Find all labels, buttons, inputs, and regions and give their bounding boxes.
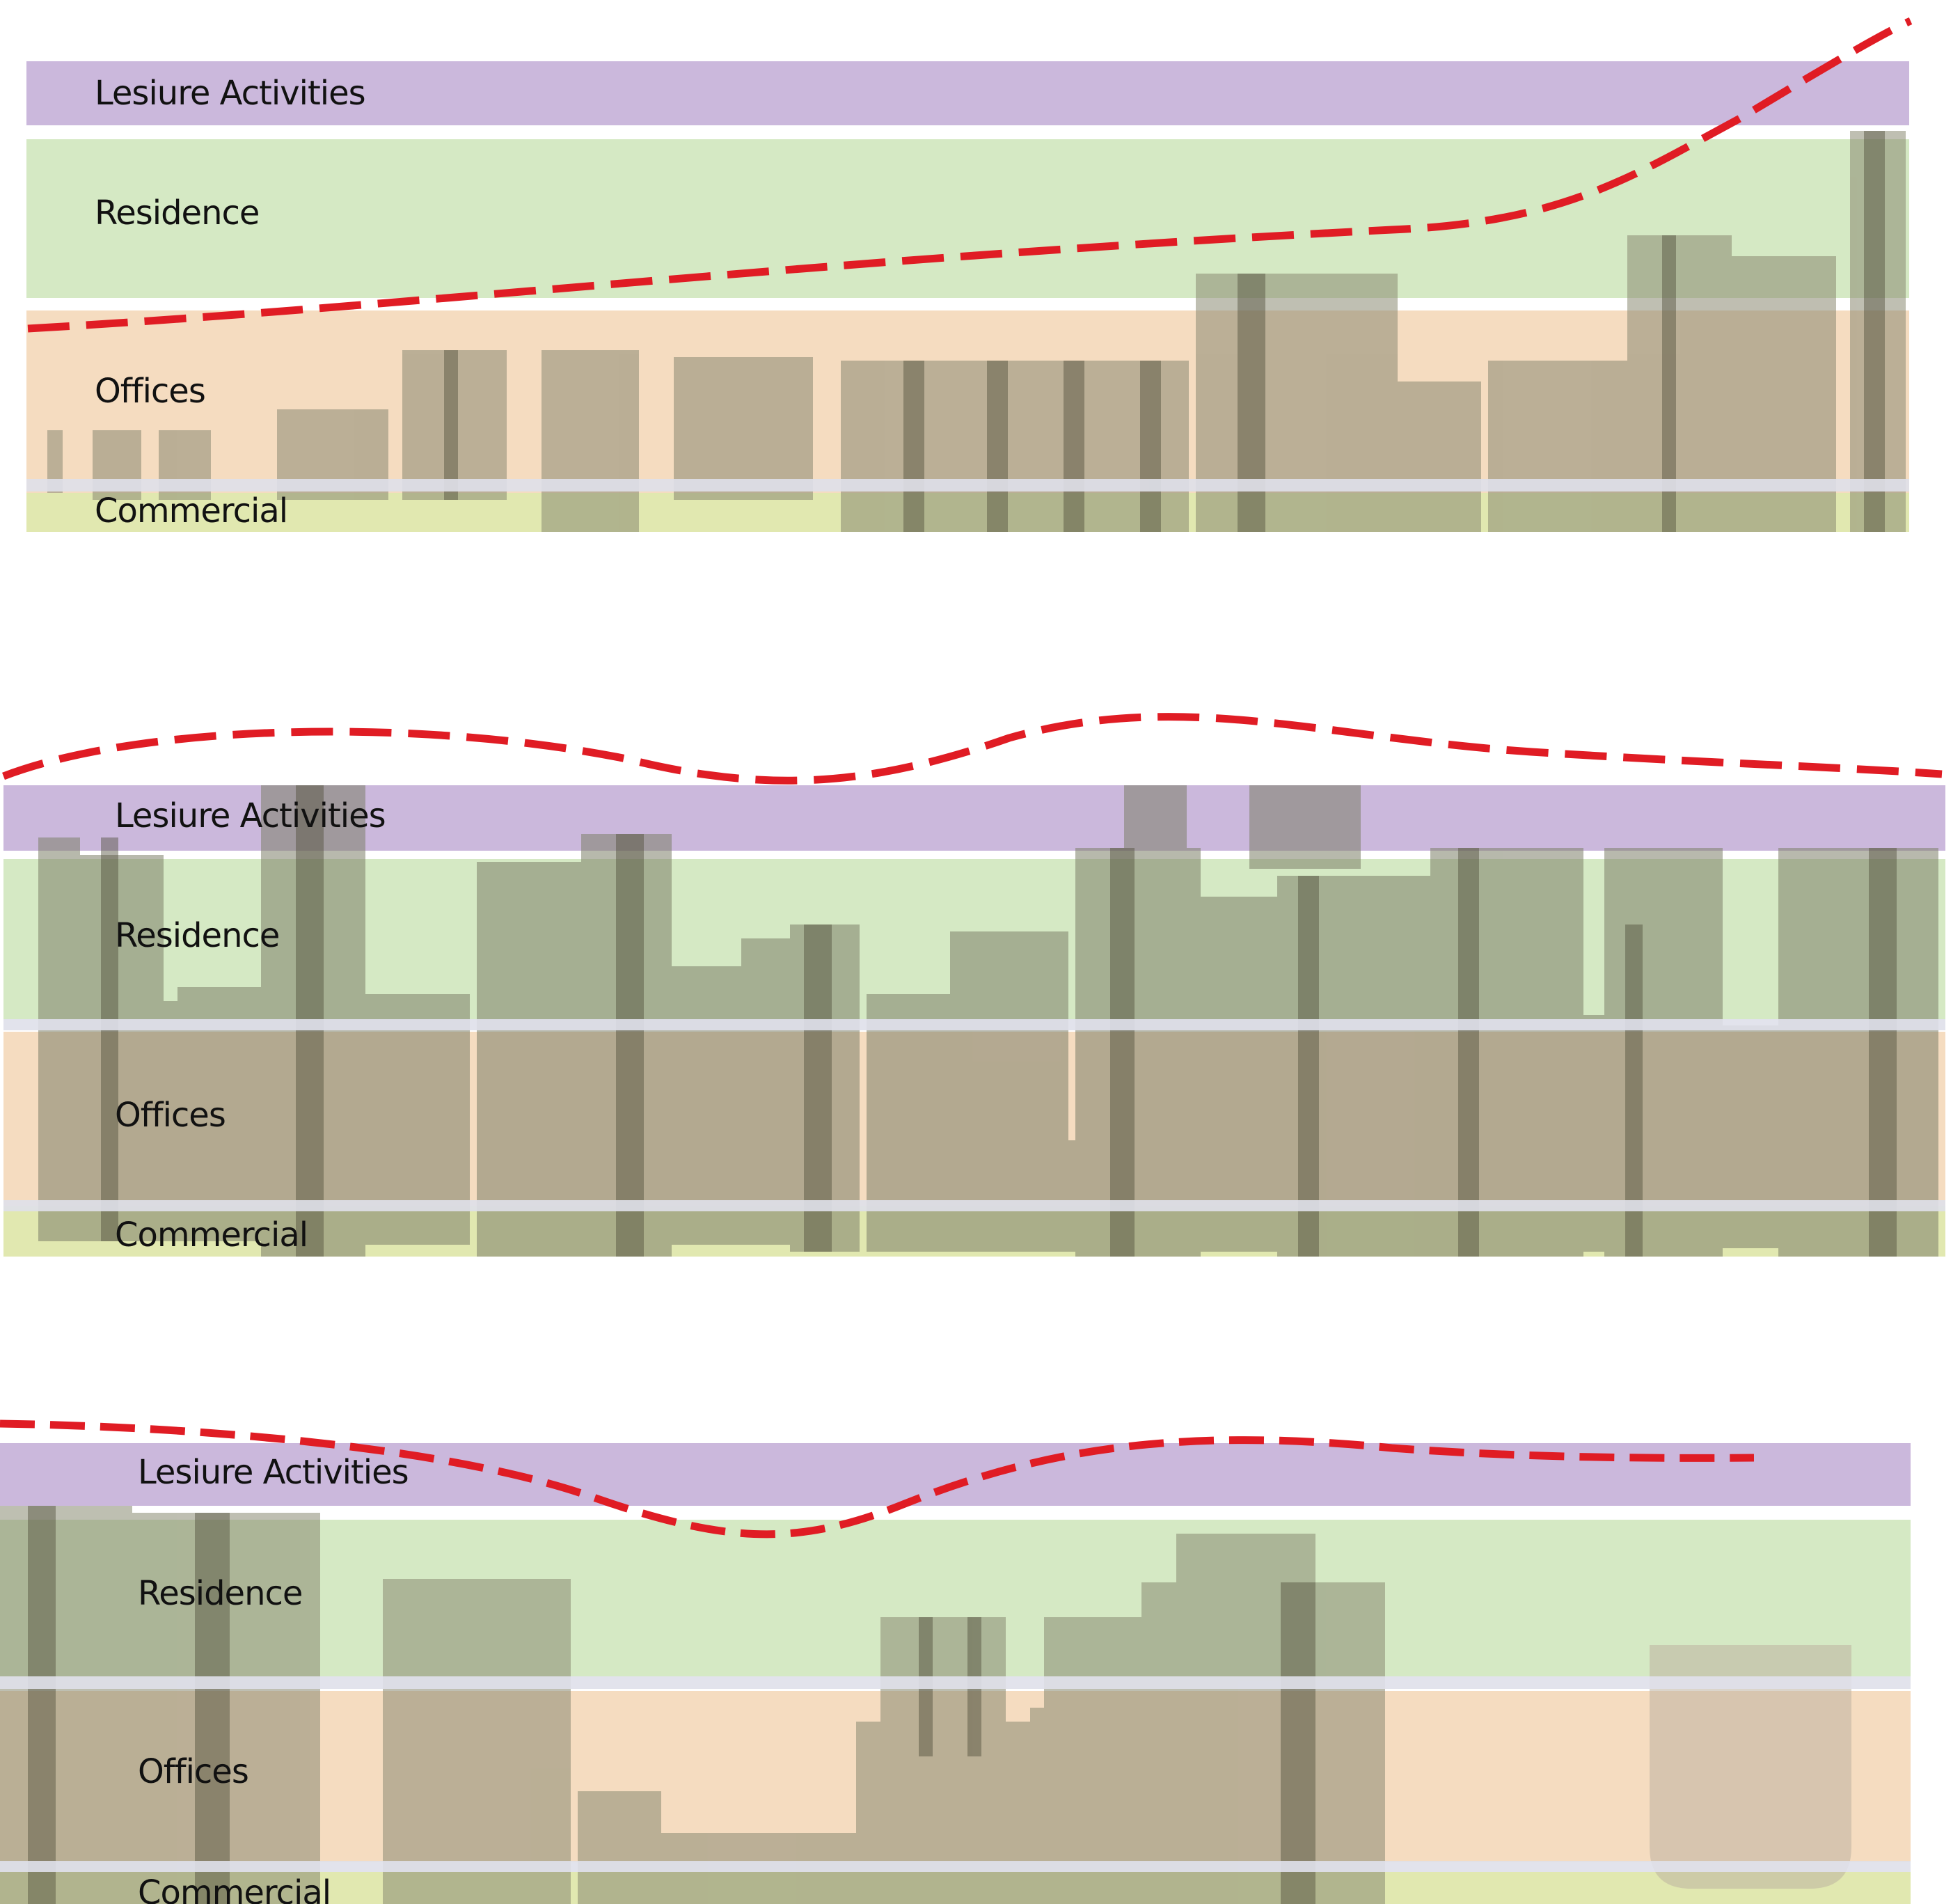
band-divider — [0, 1676, 1911, 1689]
label-commercial: Commercial — [138, 1873, 331, 1904]
label-leisure: Lesiure Activities — [95, 74, 366, 113]
label-residence: Residence — [95, 194, 260, 233]
label-offices: Offices — [138, 1752, 249, 1791]
skyline-panel-3: Lesiure Activities Residence Offices Com… — [0, 1443, 1911, 1904]
band-divider — [3, 1200, 1945, 1211]
skyline-buildings — [0, 1506, 1851, 1904]
label-residence: Residence — [115, 916, 280, 955]
skyline-panel-1: Lesiure Activities Residence Offices Com… — [26, 61, 1909, 532]
label-commercial: Commercial — [115, 1215, 308, 1254]
label-offices: Offices — [95, 372, 206, 411]
label-leisure: Lesiure Activities — [138, 1453, 409, 1492]
label-offices: Offices — [115, 1096, 226, 1135]
label-residence: Residence — [138, 1574, 303, 1613]
skyline-buildings — [47, 131, 1906, 532]
skyline-panel-2: Lesiure Activities Residence Offices Com… — [3, 785, 1945, 1257]
height-curve-panel-2 — [2, 713, 1943, 785]
band-divider — [3, 1019, 1945, 1030]
label-commercial: Commercial — [95, 491, 288, 530]
label-leisure: Lesiure Activities — [115, 796, 386, 835]
band-divider — [0, 1861, 1911, 1872]
band-divider — [26, 479, 1909, 491]
